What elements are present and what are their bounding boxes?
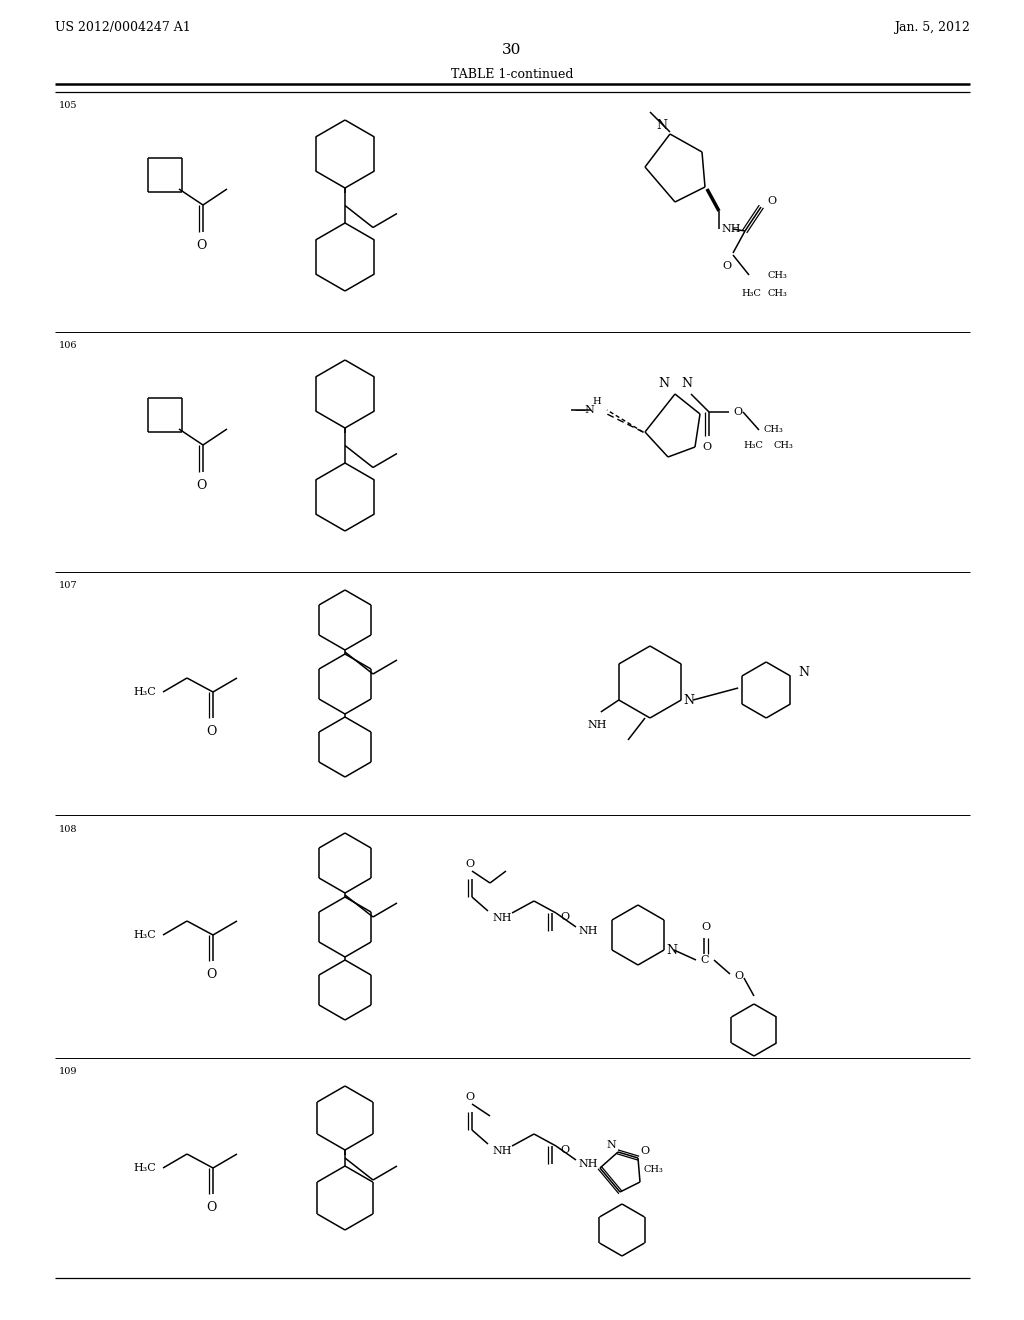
Text: H₃C: H₃C (133, 931, 156, 940)
Text: H: H (592, 397, 601, 407)
Text: NH: NH (578, 927, 597, 936)
Text: C: C (700, 954, 709, 965)
Text: N: N (681, 378, 692, 389)
Text: 107: 107 (59, 582, 78, 590)
Text: CH₃: CH₃ (763, 425, 783, 434)
Text: O: O (560, 912, 569, 921)
Text: NH: NH (587, 719, 606, 730)
Text: H₃C: H₃C (741, 289, 761, 297)
Text: O: O (206, 968, 216, 981)
Text: NH: NH (492, 913, 512, 923)
Text: O: O (701, 921, 711, 932)
Text: O: O (196, 479, 206, 492)
Text: —N: —N (574, 405, 595, 414)
Text: O: O (734, 972, 743, 981)
Text: H₃C: H₃C (133, 686, 156, 697)
Text: O: O (206, 725, 216, 738)
Text: CH₃: CH₃ (773, 441, 793, 450)
Text: O: O (196, 239, 206, 252)
Text: 108: 108 (59, 825, 78, 833)
Text: N: N (798, 665, 809, 678)
Text: N: N (656, 119, 668, 132)
Text: TABLE 1-continued: TABLE 1-continued (451, 67, 573, 81)
Text: H₃C: H₃C (133, 1163, 156, 1173)
Text: 106: 106 (59, 342, 78, 351)
Text: O: O (466, 859, 474, 869)
Text: O: O (733, 407, 742, 417)
Text: O: O (640, 1146, 649, 1156)
Text: O: O (466, 1092, 474, 1102)
Text: Jan. 5, 2012: Jan. 5, 2012 (894, 21, 970, 34)
Text: O: O (560, 1144, 569, 1155)
Text: CH₃: CH₃ (644, 1166, 664, 1173)
Text: 30: 30 (503, 44, 521, 57)
Text: N: N (658, 378, 669, 389)
Text: N: N (606, 1140, 616, 1150)
Text: N: N (666, 944, 677, 957)
Text: O: O (206, 1201, 216, 1214)
Text: NH: NH (721, 224, 740, 234)
Text: CH₃: CH₃ (767, 289, 786, 297)
Text: O: O (723, 261, 731, 271)
Text: H₃C: H₃C (743, 441, 763, 450)
Text: NH: NH (492, 1146, 512, 1156)
Text: US 2012/0004247 A1: US 2012/0004247 A1 (55, 21, 190, 34)
Text: O: O (767, 195, 776, 206)
Text: 109: 109 (59, 1068, 78, 1077)
Text: CH₃: CH₃ (767, 271, 786, 280)
Text: O: O (702, 442, 712, 451)
Text: N: N (683, 693, 694, 706)
Text: NH: NH (578, 1159, 597, 1170)
Text: 105: 105 (59, 102, 78, 111)
